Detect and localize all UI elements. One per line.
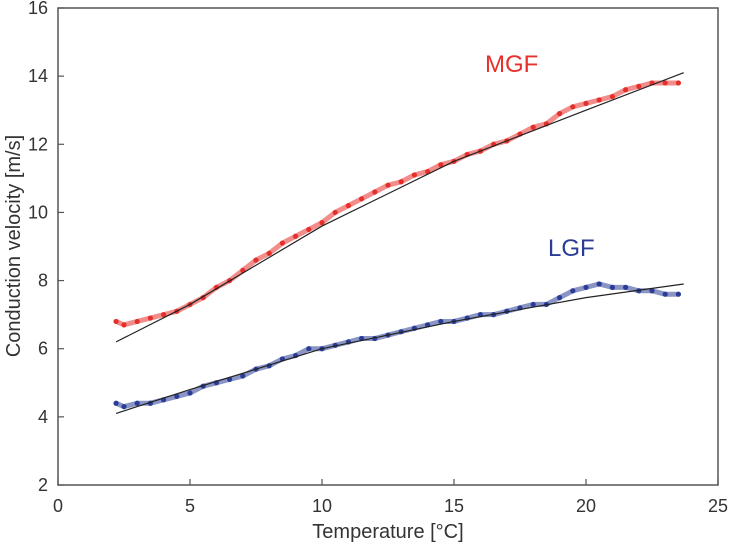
y-tick-label: 10 xyxy=(28,202,48,222)
lgf-data-trace xyxy=(113,281,681,410)
y-tick-label: 2 xyxy=(38,475,48,495)
x-tick-label: 5 xyxy=(185,496,195,516)
series-label-mgf: MGF xyxy=(485,51,538,78)
x-tick-label: 20 xyxy=(576,496,596,516)
mgf-fit-line xyxy=(115,72,684,343)
x-tick-label: 25 xyxy=(708,496,728,516)
lgf-fit-line xyxy=(115,283,684,415)
mgf-data-trace xyxy=(113,80,681,328)
x-tick-label: 15 xyxy=(444,496,464,516)
y-tick-label: 14 xyxy=(28,66,48,86)
y-tick-label: 4 xyxy=(38,407,48,427)
x-tick-label: 10 xyxy=(312,496,332,516)
y-tick-label: 8 xyxy=(38,271,48,291)
plot-frame xyxy=(57,7,719,486)
y-tick-label: 12 xyxy=(28,134,48,154)
x-axis-label: Temperature [°C] xyxy=(312,521,463,543)
x-tick-label: 0 xyxy=(53,496,63,516)
series-label-lgf: LGF xyxy=(548,235,595,262)
y-tick-label: 6 xyxy=(38,339,48,359)
y-tick-label: 16 xyxy=(28,0,48,18)
y-axis-label: Conduction velocity [m/s] xyxy=(3,135,25,357)
